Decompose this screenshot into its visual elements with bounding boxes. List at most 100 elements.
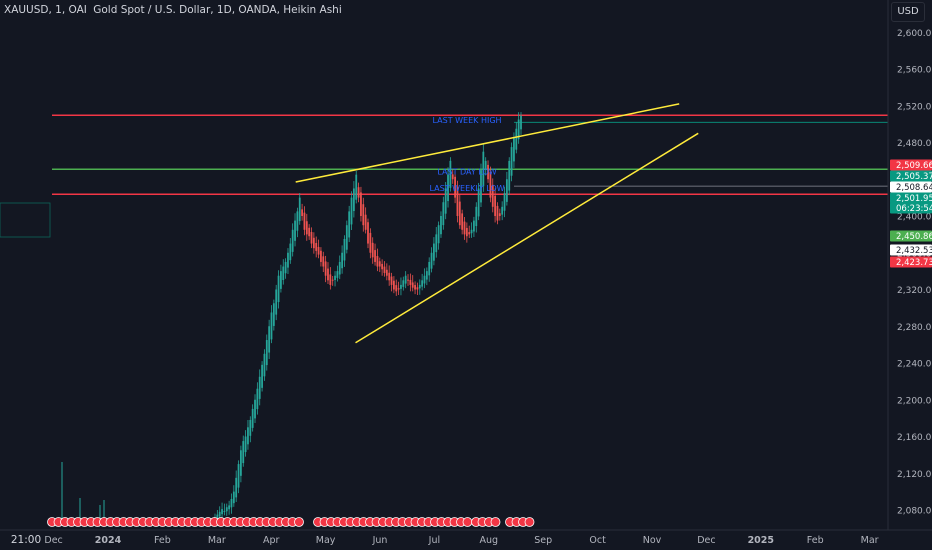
candle-body (409, 279, 412, 285)
candle-body (265, 340, 268, 366)
candle-body (407, 279, 409, 281)
candle-body (244, 436, 247, 453)
price-badges: 2,509.6672,505.3742,508.6412,501.95006:2… (890, 159, 932, 268)
candle-body (447, 174, 449, 202)
price-badge (890, 170, 932, 182)
candle-body (515, 128, 518, 150)
candle-body (360, 192, 362, 216)
price-tick-label: 2,280.000 (897, 323, 932, 333)
price-tick-label: 2,480.000 (897, 139, 932, 149)
time-tick-label: Nov (643, 535, 662, 546)
price-tick-label: 2,600.000 (897, 29, 932, 39)
candle-body (430, 252, 433, 269)
candle-body (435, 234, 438, 253)
candle-body (489, 172, 492, 198)
price-badge-label: 2,509.667 (896, 161, 932, 171)
candle-body (263, 353, 266, 377)
candle-body (331, 279, 334, 281)
candle-body (221, 509, 223, 515)
candle-body (242, 441, 245, 464)
candle-body (374, 250, 376, 262)
candle-body (277, 275, 280, 303)
candle-body (458, 201, 461, 226)
price-badge-label: 2,450.864 (896, 232, 932, 242)
candle-body (404, 275, 407, 284)
candle-body (388, 272, 391, 281)
chart-title: Gold Spot / U.S. Dollar, 1D, OANDA, Heik… (93, 4, 342, 16)
price-tick-label: 2,320.000 (897, 286, 932, 296)
time-tick-label: Mar (208, 535, 226, 546)
candle-body (216, 514, 219, 519)
candle-body (371, 242, 374, 258)
event-marker (490, 517, 501, 527)
candle-body (449, 160, 452, 188)
candle-body (239, 450, 242, 476)
symbol-label[interactable]: XAUUSD, 1, OAI (4, 4, 87, 16)
candle-body (329, 274, 332, 285)
currency-selector[interactable]: USD (891, 2, 925, 22)
time-tick-label: Mar (861, 535, 879, 546)
time-tick-label: Oct (589, 535, 606, 546)
candle-body (456, 187, 459, 216)
time-axis: Dec 2024 Feb Mar Apr May Jun Jul Aug Sep Oct Nov Dec… (44, 535, 878, 546)
candle-body (327, 268, 329, 281)
time-tick-label: Aug (480, 535, 499, 546)
event-marker (462, 517, 473, 527)
candle-body (258, 376, 261, 399)
candle-body (272, 303, 275, 326)
candle-body (501, 206, 504, 215)
candle-body (513, 137, 515, 162)
candle-body (350, 197, 353, 225)
horizontal-levels (0, 114, 888, 238)
time-tick-label: 2025 (748, 535, 774, 546)
candle-body (508, 160, 511, 191)
candle-body (369, 232, 372, 253)
price-tick-label: 2,120.000 (897, 470, 932, 480)
candle-body (496, 205, 499, 221)
candle-body (343, 238, 346, 261)
price-badge-label: 2,505.374 (896, 172, 932, 182)
candle-body (334, 275, 336, 280)
time-tick-label: May (316, 535, 336, 546)
candle-body (284, 261, 287, 274)
candle-body (270, 312, 273, 340)
candle-body (357, 187, 360, 198)
candle-body (463, 221, 466, 235)
candle-body (232, 491, 235, 504)
candle-body (416, 287, 419, 290)
candle-body (383, 266, 386, 273)
trendlines (295, 103, 699, 344)
time-tick-label: Apr (263, 535, 280, 546)
time-tick-label: Jun (372, 535, 388, 546)
candle-body (482, 151, 485, 187)
candle-body (320, 250, 322, 262)
time-tick-label: Dec (697, 535, 715, 546)
candle-body (247, 427, 249, 445)
candle-body (498, 213, 501, 216)
annotations: LAST WEEK HIGH LAST DAY LOW LAST WEEKLY LO… (429, 116, 504, 193)
time-tick-label: Feb (154, 535, 171, 546)
candle-body (225, 507, 228, 512)
candle-body (348, 211, 351, 238)
candle-body (503, 193, 506, 211)
price-tick-label: 2,400.000 (897, 213, 932, 223)
price-tick-label: 2,560.000 (897, 66, 932, 76)
candle-body (312, 237, 315, 249)
candle-body (477, 188, 480, 217)
candle-body (473, 220, 475, 232)
time-tick-label: Sep (534, 535, 552, 546)
candle-body (218, 511, 221, 517)
left-range-box (0, 202, 51, 238)
time-tick-label: Feb (807, 535, 824, 546)
candle-body (235, 477, 238, 498)
candle-body (378, 261, 381, 267)
candle-body (395, 285, 398, 292)
candle-body (402, 280, 405, 287)
candle-body (338, 261, 341, 275)
candle-body (437, 225, 440, 244)
event-marker (294, 517, 304, 527)
trendline (295, 103, 680, 183)
candle-body (268, 326, 271, 353)
price-badge (890, 181, 932, 193)
